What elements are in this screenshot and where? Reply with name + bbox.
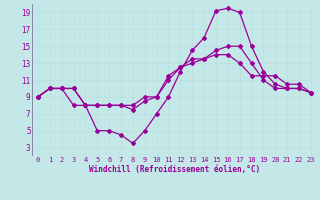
X-axis label: Windchill (Refroidissement éolien,°C): Windchill (Refroidissement éolien,°C) bbox=[89, 165, 260, 174]
